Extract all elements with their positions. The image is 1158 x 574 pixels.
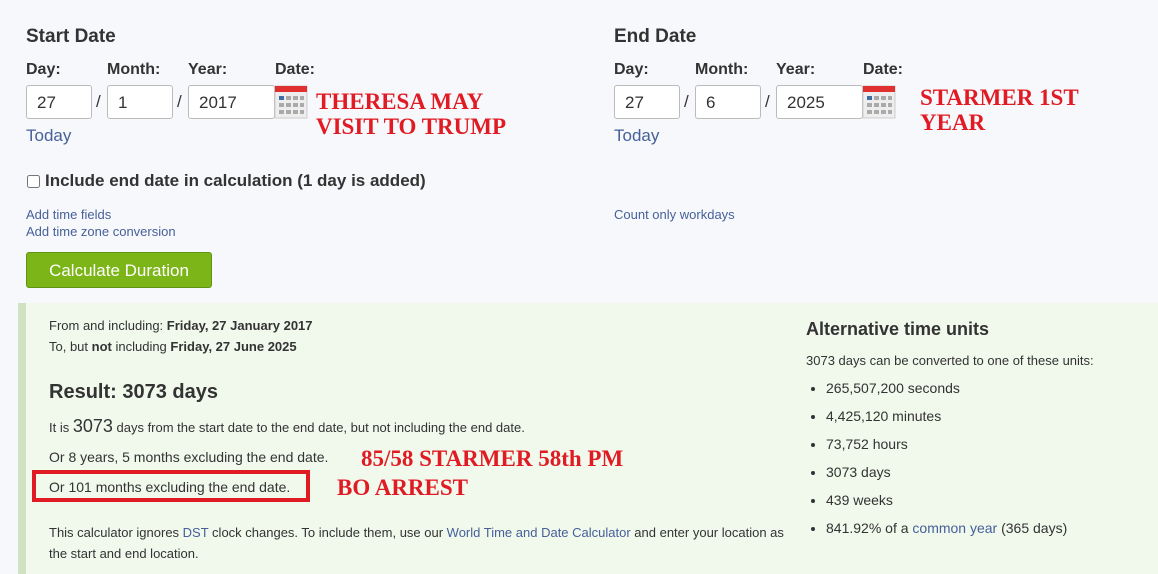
to-not: not <box>91 339 112 354</box>
to-prefix: To, but <box>49 339 92 354</box>
text: days from the start date to the end date… <box>112 420 525 435</box>
end-date-label: Date: <box>863 61 904 78</box>
start-month-label: Month: <box>107 61 161 78</box>
separator: / <box>96 92 101 111</box>
alt-units-intro: 3073 days can be converted to one of the… <box>806 353 1094 368</box>
result-heading: Result: 3073 days <box>49 381 218 403</box>
result-annotation-1: 85/58 STARMER 58th PM <box>361 446 624 471</box>
text: This calculator ignores <box>49 525 183 540</box>
list-item: 3073 days <box>826 464 1067 492</box>
end-year-input[interactable]: 2025 <box>776 85 863 119</box>
annotation-line: VISIT TO TRUMP <box>316 114 507 139</box>
calendar-icon[interactable] <box>862 85 896 119</box>
start-year-label: Year: <box>188 61 228 78</box>
start-day-label: Day: <box>26 61 61 78</box>
result-months-line: Or 101 months excluding the end date. <box>49 479 291 495</box>
text: clock changes. To include them, use our <box>208 525 447 540</box>
end-day-input[interactable]: 27 <box>614 85 680 119</box>
calculate-duration-button[interactable]: Calculate Duration <box>26 252 212 288</box>
annotation-line: THERESA MAY <box>316 89 484 114</box>
result-days-line: It is 3073 days from the start date to t… <box>49 416 525 437</box>
separator: / <box>684 92 689 111</box>
text: (365 days) <box>997 520 1068 536</box>
start-annotation: THERESA MAY VISIT TO TRUMP <box>316 89 506 139</box>
from-date: Friday, 27 January 2017 <box>166 318 313 333</box>
include-end-date-option[interactable]: Include end date in calculation (1 day i… <box>26 171 426 191</box>
dst-link[interactable]: DST <box>182 525 209 540</box>
end-date-title: End Date <box>614 26 697 47</box>
to-line: To, but not including Friday, 27 June 20… <box>49 339 297 354</box>
list-item: 73,752 hours <box>826 436 1067 464</box>
count-workdays-link[interactable]: Count only workdays <box>614 207 735 222</box>
end-month-label: Month: <box>695 61 749 78</box>
to-mid: including <box>111 339 171 354</box>
end-today-link[interactable]: Today <box>614 126 660 145</box>
text: 841.92% of a <box>826 520 913 536</box>
annotation-line: YEAR <box>920 110 986 135</box>
result-annotation-2: BO ARREST <box>337 475 469 500</box>
list-item: 439 weeks <box>826 492 1067 520</box>
calendar-icon[interactable] <box>274 85 308 119</box>
list-item: 265,507,200 seconds <box>826 380 1067 408</box>
list-item: 4,425,120 minutes <box>826 408 1067 436</box>
highlight-box <box>32 470 310 502</box>
text: and enter your location as the start and… <box>49 525 784 561</box>
to-date: Friday, 27 June 2025 <box>170 339 297 354</box>
text: It is <box>49 420 73 435</box>
result-years-line: Or 8 years, 5 months excluding the end d… <box>49 449 329 465</box>
world-time-calculator-link[interactable]: World Time and Date Calculator <box>446 525 631 540</box>
start-date-title: Start Date <box>26 26 116 47</box>
from-line: From and including: Friday, 27 January 2… <box>49 318 313 333</box>
start-today-link[interactable]: Today <box>26 126 72 145</box>
from-prefix: From and including: <box>49 318 167 333</box>
end-month-input[interactable]: 6 <box>695 85 761 119</box>
include-end-date-label: Include end date in calculation (1 day i… <box>45 171 426 190</box>
result-panel: From and including: Friday, 27 January 2… <box>18 303 1158 574</box>
start-date-label: Date: <box>275 61 316 78</box>
common-year-link[interactable]: common year <box>912 520 998 536</box>
start-day-input[interactable]: 27 <box>26 85 92 119</box>
end-annotation: STARMER 1ST YEAR <box>920 85 1079 135</box>
include-end-date-checkbox[interactable] <box>27 174 40 188</box>
separator: / <box>177 92 182 111</box>
separator: / <box>765 92 770 111</box>
end-year-label: Year: <box>776 61 816 78</box>
add-time-fields-link[interactable]: Add time fields <box>26 207 112 222</box>
days-number: 3073 <box>72 416 113 436</box>
alt-units-list: 265,507,200 seconds 4,425,120 minutes 73… <box>808 380 1067 548</box>
dst-note: This calculator ignores DST clock change… <box>49 522 789 564</box>
list-item: 841.92% of a common year (365 days) <box>826 520 1067 548</box>
start-year-input[interactable]: 2017 <box>188 85 275 119</box>
annotation-line: STARMER 1ST <box>920 85 1079 110</box>
start-month-input[interactable]: 1 <box>107 85 173 119</box>
end-day-label: Day: <box>614 61 649 78</box>
alt-units-title: Alternative time units <box>806 319 990 339</box>
add-time-zone-link[interactable]: Add time zone conversion <box>26 224 176 239</box>
